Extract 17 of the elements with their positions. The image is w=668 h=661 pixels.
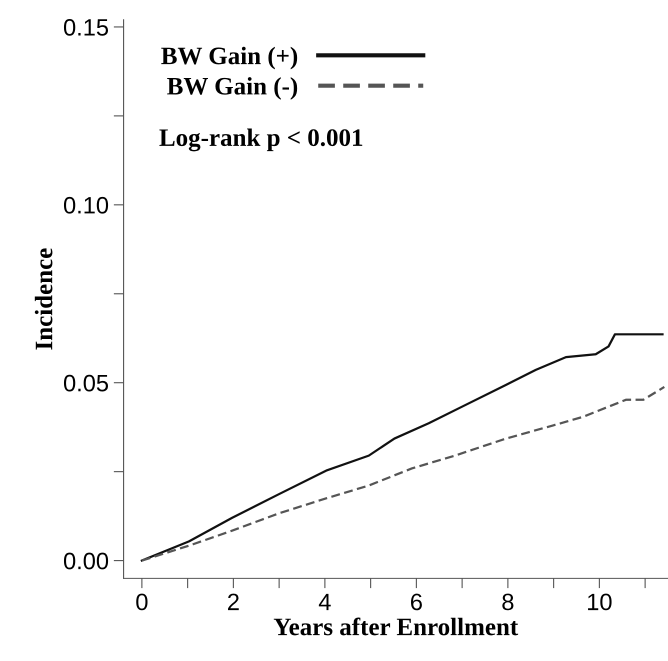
legend-label: BW Gain (-) <box>167 77 298 100</box>
x-tick-label: 8 <box>502 594 514 610</box>
x-tick-label: 2 <box>228 594 239 610</box>
y-tick-label: 0.10 <box>64 196 108 214</box>
y-axis-title: Incidence <box>34 248 52 350</box>
x-axis-title: Years after Enrollment <box>274 617 518 636</box>
line-series <box>140 386 666 562</box>
y-tick-label: 0.15 <box>64 19 108 36</box>
legend-label: BW Gain (+) <box>161 46 298 70</box>
x-tick-label: 6 <box>411 594 422 610</box>
y-tick-label: 0.05 <box>64 374 108 392</box>
line-series <box>140 333 664 562</box>
x-tick-label: 0 <box>136 594 148 610</box>
annotation: Log-rank p < 0.001 <box>159 128 362 152</box>
x-tick-label: 10 <box>588 594 612 610</box>
x-tick-label: 4 <box>318 594 331 610</box>
y-tick-label: 0.00 <box>64 552 108 570</box>
